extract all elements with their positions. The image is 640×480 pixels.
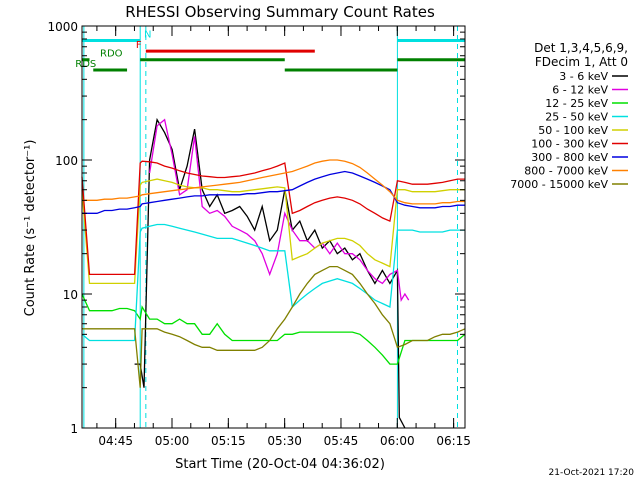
- series-line-4: [81, 178, 465, 285]
- legend-label-8: 7000 - 15000 keV: [510, 178, 608, 191]
- footer-timestamp: 21-Oct-2021 17:20: [549, 468, 635, 478]
- flag-label-1: F: [136, 40, 142, 51]
- x-axis-label: Start Time (20-Oct-04 04:36:02): [175, 457, 385, 472]
- legend-header-line-2: FDecim 1, Att 0: [535, 55, 628, 69]
- series-line-5: [81, 160, 465, 276]
- series-line-6: [82, 170, 465, 214]
- legend-header-line-1: Det 1,3,4,5,6,9,: [534, 41, 628, 55]
- series-line-3: [81, 223, 465, 342]
- x-tick-label-1: 05:00: [155, 434, 190, 448]
- flag-label-2: RDO: [100, 49, 123, 60]
- y-tick-label-0: 1: [70, 422, 78, 436]
- x-tick-label-3: 05:30: [267, 434, 302, 448]
- x-tick-label-4: 05:45: [324, 434, 359, 448]
- flag-label-0: N: [144, 29, 151, 40]
- plot-area: NF RDO RDS 1 10 100 1000 04:45 05:00 05:15 05:30 05…: [47, 20, 470, 448]
- legend-label-2: 12 - 25 keV: [545, 97, 608, 110]
- series-line-1: [148, 118, 410, 303]
- x-tick-label-0: 04:45: [98, 434, 133, 448]
- series-line-0: [134, 117, 406, 429]
- x-tick-label-5: 06:00: [380, 434, 415, 448]
- legend-label-3: 25 - 50 keV: [545, 111, 608, 124]
- x-tick-label-2: 05:15: [211, 434, 246, 448]
- legend-label-4: 50 - 100 keV: [538, 124, 608, 137]
- flag-label-3: RDS: [75, 59, 96, 70]
- series-line-8: [82, 265, 466, 388]
- chart-title: RHESSI Observing Summary Count Rates: [125, 3, 435, 21]
- legend-label-1: 6 - 12 keV: [552, 84, 608, 97]
- legend-label-5: 100 - 300 keV: [531, 138, 608, 151]
- y-tick-label-3: 1000: [47, 20, 78, 34]
- series-line-7: [82, 159, 465, 205]
- legend-label-0: 3 - 6 keV: [559, 70, 608, 83]
- y-tick-label-2: 100: [55, 154, 78, 168]
- y-tick-label-1: 10: [63, 288, 78, 302]
- legend-label-7: 800 - 7000 keV: [524, 165, 608, 178]
- plot-frame: [81, 25, 466, 429]
- x-tick-label-6: 06:15: [436, 434, 471, 448]
- y-axis-label: Count Rate (s⁻¹ detector⁻¹): [23, 140, 38, 317]
- legend-label-6: 300 - 800 keV: [531, 151, 608, 164]
